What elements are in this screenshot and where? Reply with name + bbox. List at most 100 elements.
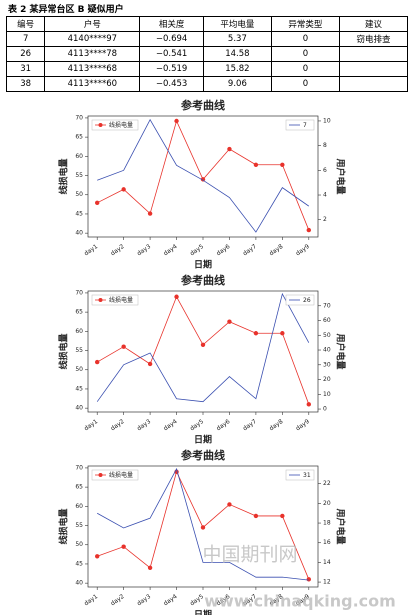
y2-tick-label: 18 (323, 520, 331, 527)
point (174, 118, 179, 124)
y-tick-label: 55 (75, 522, 83, 529)
point (253, 162, 259, 167)
point (227, 502, 232, 507)
point (306, 227, 311, 233)
plot-frame (87, 115, 319, 238)
y2-tick-label: 50 (323, 332, 331, 339)
legend-box (91, 294, 139, 306)
point (121, 544, 126, 549)
y2-tick-label: 70 (323, 302, 331, 309)
point (200, 525, 206, 530)
point (147, 211, 153, 216)
y2-tick-label: 30 (323, 361, 331, 368)
y2-tick-label: 20 (323, 376, 331, 383)
point (95, 554, 100, 559)
legend-marker (98, 298, 103, 302)
point (306, 577, 311, 582)
y2-tick-label: 4 (323, 192, 327, 199)
x-tick-label: day1 (83, 243, 99, 257)
point (306, 402, 311, 407)
legend-box (91, 469, 139, 481)
x-tick-label: day4 (162, 243, 178, 257)
y-tick-label: 50 (75, 541, 83, 548)
x-tick-label: day5 (189, 243, 205, 257)
y-tick-label: 40 (75, 580, 83, 587)
point (121, 187, 126, 192)
table-cell: 31 (5, 61, 46, 77)
y-tick-label: 40 (75, 230, 83, 237)
y2-tick-label: 60 (323, 317, 331, 324)
x-tick-label: day4 (162, 418, 178, 432)
table-row: 31 4113****68 −0.519 15.82 0 (5, 61, 409, 77)
y-tick-label: 60 (75, 153, 83, 160)
y2-axis-label: 用户电量 (335, 332, 347, 369)
point (200, 342, 206, 347)
y-tick-label: 45 (75, 210, 83, 217)
y-tick-label: 55 (75, 172, 83, 179)
x-tick-label: day2 (109, 243, 125, 257)
point (95, 200, 100, 206)
y2-tick-label: 6 (323, 167, 327, 174)
x-tick-label: day2 (109, 593, 125, 607)
y-tick-label: 65 (75, 134, 83, 141)
table-cell: 9.06 (202, 76, 272, 92)
y2-tick-label: 0 (323, 406, 327, 413)
table-cell: 38 (5, 76, 46, 92)
series-line (97, 119, 310, 231)
point (121, 344, 126, 349)
legend-marker (98, 123, 103, 127)
y2-tick-label: 40 (323, 347, 331, 354)
y2-axis-label: 用户电量 (335, 157, 347, 194)
point (280, 162, 285, 167)
y-tick-label: 60 (75, 503, 83, 510)
x-tick-label: day1 (83, 593, 99, 607)
series-line (97, 118, 310, 233)
chart-title: 参考曲线 (181, 448, 225, 462)
x-tick-label: day5 (189, 418, 205, 432)
point (253, 331, 259, 336)
table-cell: −0.453 (139, 76, 204, 92)
series-line (97, 467, 309, 581)
y-axis-label: 线损电量 (58, 333, 70, 369)
y-tick-label: 65 (75, 484, 83, 491)
legend-marker (98, 473, 103, 477)
legend-label: 26 (303, 297, 311, 304)
series-line (96, 295, 310, 405)
x-tick-label: day8 (268, 243, 284, 257)
legend-label: 31 (303, 472, 311, 479)
point (280, 331, 285, 336)
x-tick-label: day9 (295, 243, 311, 257)
y2-tick-label: 10 (323, 117, 331, 124)
watermark: www.chinaqking.com (204, 592, 396, 611)
y2-tick-label: 2 (323, 216, 327, 223)
table-row: 38 4113****60 −0.453 9.06 0 (5, 76, 409, 92)
y2-tick-label: 10 (323, 391, 331, 398)
chart-title: 参考曲线 (181, 273, 225, 287)
point (253, 513, 259, 519)
y2-tick-label: 16 (323, 539, 331, 546)
legend-label: 线损电量 (109, 471, 133, 479)
y2-tick-label: 12 (323, 579, 331, 586)
y-tick-label: 45 (75, 560, 83, 567)
table-caption: 表 2 某异常台区 B 疑似用户 (8, 5, 124, 15)
y-axis-label: 线损电量 (58, 158, 70, 194)
point (147, 361, 153, 367)
y-tick-label: 55 (75, 347, 83, 354)
y-tick-label: 70 (75, 114, 83, 121)
watermark: 中国期刊网 (202, 544, 297, 566)
x-tick-label: day5 (189, 593, 205, 607)
x-tick-label: day8 (268, 418, 284, 432)
point (95, 359, 100, 365)
legend-label: 7 (303, 122, 307, 129)
y2-tick-label: 8 (323, 142, 327, 149)
x-tick-label: day7 (242, 243, 258, 257)
point (174, 294, 179, 299)
point (227, 146, 232, 152)
point (227, 319, 232, 324)
y-tick-label: 40 (75, 405, 83, 412)
x-tick-label: day6 (215, 243, 231, 257)
x-axis-label: 日期 (194, 259, 212, 271)
y2-tick-label: 22 (323, 480, 331, 487)
x-tick-label: day4 (162, 593, 178, 607)
